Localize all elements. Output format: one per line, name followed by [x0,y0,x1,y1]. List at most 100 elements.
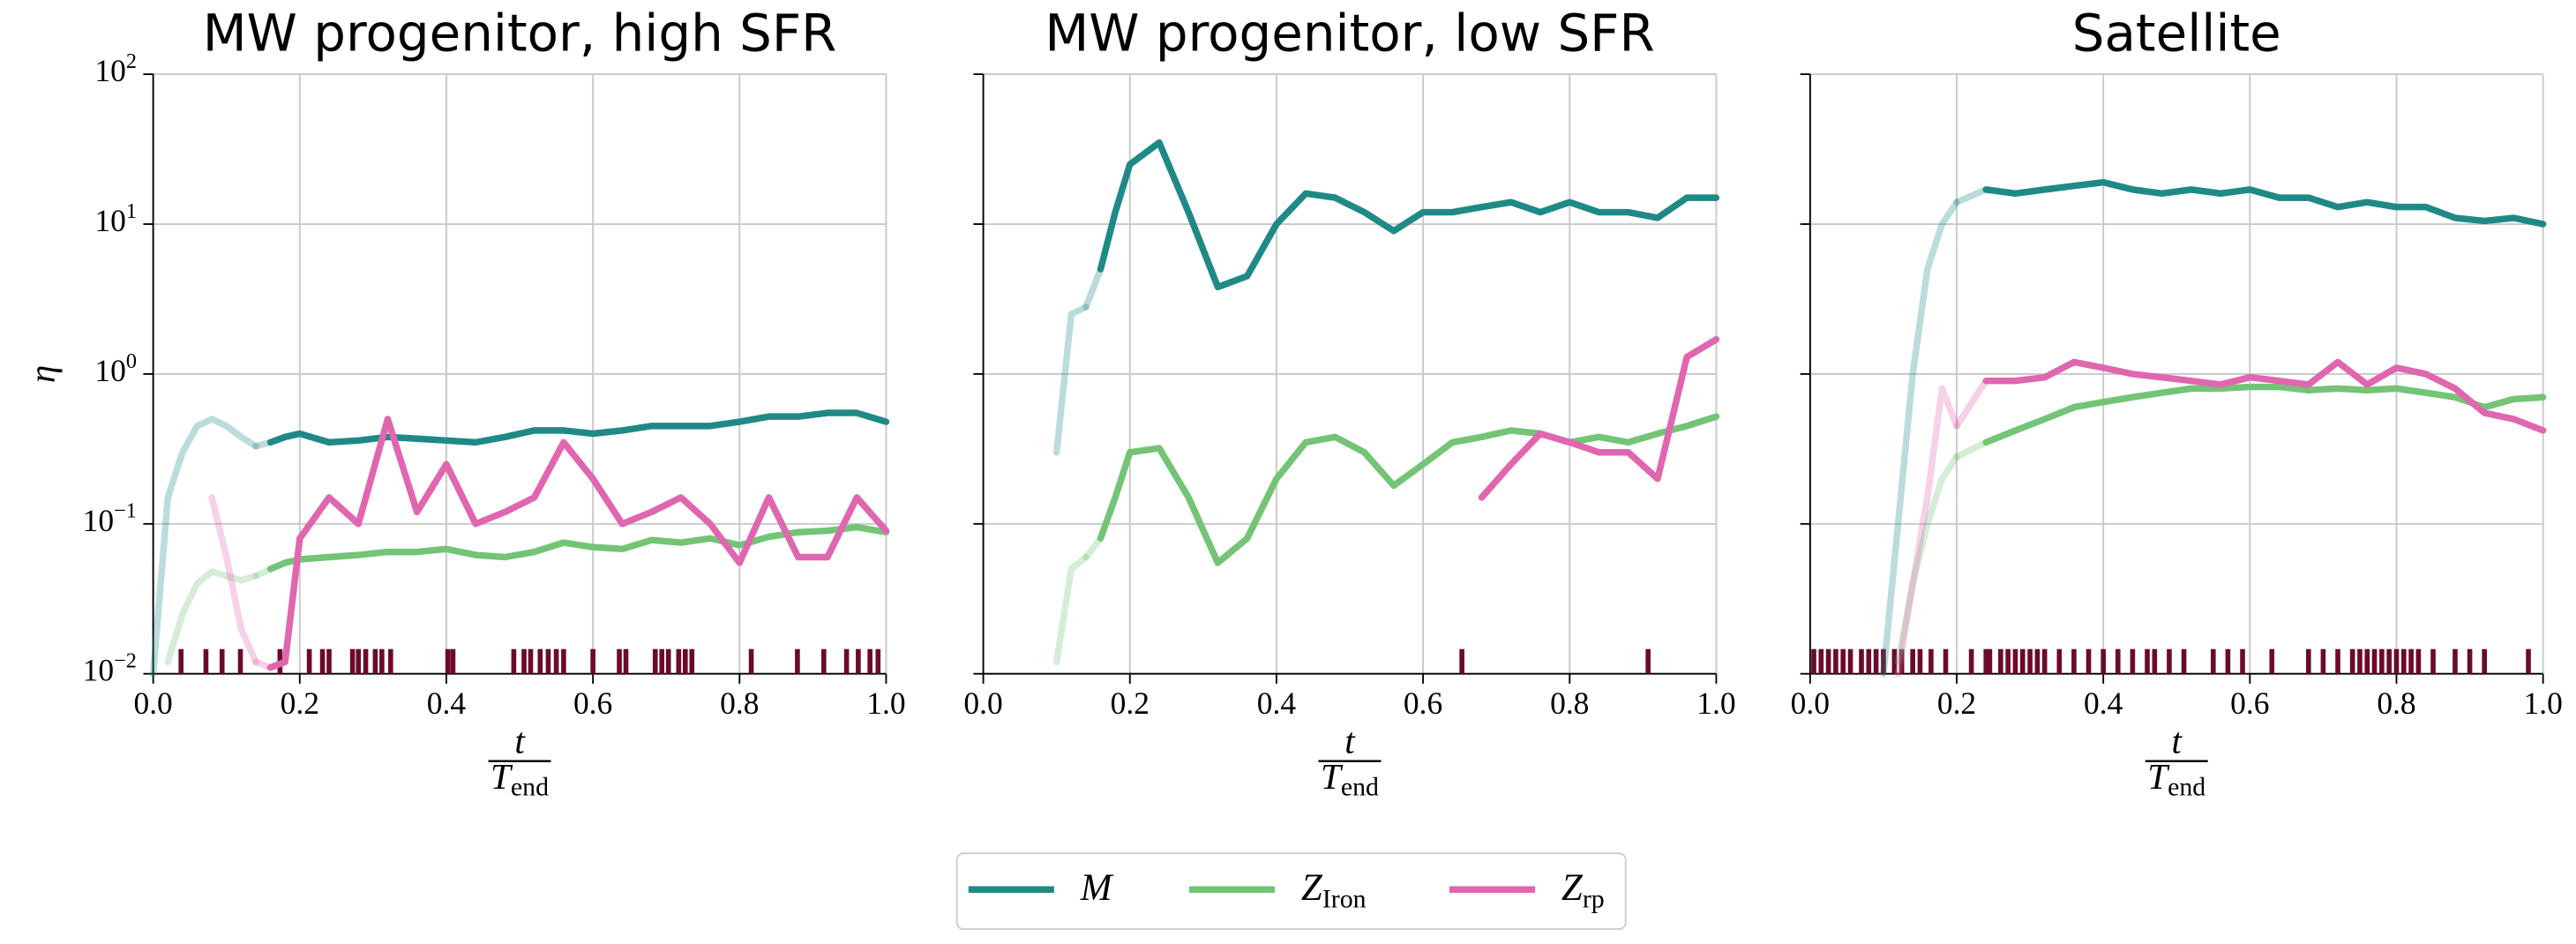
y-axis-label: η [22,365,63,383]
event-marker [2145,648,2150,674]
event-marker [1910,648,1915,674]
y-tick-label: 101 [94,199,137,239]
event-marker [2005,648,2011,674]
event-marker [1833,648,1838,674]
series-line [208,494,259,665]
legend-sub: rp [1583,884,1605,913]
y-tick-label: 100 [94,348,137,388]
x-label-den-sub: end [2168,772,2205,801]
event-marker [821,648,827,674]
series-line [1894,453,1960,665]
event-marker [590,648,595,674]
x-label-den-base: T [1321,756,1344,797]
event-marker [545,648,551,674]
legend-name: Z [1301,867,1323,909]
event-marker [2086,648,2092,674]
event-marker [1811,648,1816,674]
x-tick-label: 0.6 [1404,686,1442,721]
event-marker [178,648,184,674]
event-marker [2349,648,2355,674]
panel-title: MW progenitor, high SFR [203,3,837,63]
event-marker [623,648,629,674]
series-line [1097,413,1720,566]
event-marker [237,648,243,674]
y-tick-label: 10−1 [83,498,137,538]
legend-name: M [1080,867,1114,909]
event-marker [356,648,362,674]
series-line [266,523,890,573]
y-tick-base: 10 [94,353,125,388]
panel: MW progenitor, low SFR 0.0 0.2 0.4 0.6 0.8 1.0… [963,3,1735,801]
event-marker [875,648,881,674]
event-marker [379,648,385,674]
y-tick-exponent: 2 [126,49,137,73]
event-marker [2393,648,2400,674]
event-marker [306,648,312,674]
event-marker [665,648,671,674]
event-marker [1928,648,1934,674]
event-marker [2305,648,2311,674]
x-label-numerator: t [514,720,526,760]
x-tick-label: 0.6 [2230,686,2269,721]
event-marker [1881,648,1886,674]
series-line [266,416,890,671]
event-marker [319,648,326,674]
series-line [1894,385,1960,678]
event-marker [2012,648,2018,674]
event-marker [1847,648,1853,674]
x-tick-label: 0.0 [133,686,172,721]
legend-label: ZIron [1301,867,1367,913]
event-marker [1859,648,1864,674]
event-marker [1983,648,1989,674]
x-tick-label: 0.2 [1111,686,1149,721]
panel-title: MW progenitor, low SFR [1045,3,1654,63]
event-marker [511,648,517,674]
event-marker [867,648,872,674]
event-marker [2415,648,2422,674]
series-line [1052,303,1090,456]
event-marker [2467,648,2473,674]
event-marker [445,648,451,674]
x-tick-label: 0.4 [2084,686,2123,721]
event-marker [2034,648,2041,674]
series-line [149,416,259,678]
event-marker [2210,648,2216,674]
y-tick-exponent: −2 [114,648,137,672]
x-tick-label: 1.0 [866,686,905,721]
event-marker [1818,648,1824,674]
y-tick-exponent: −1 [114,498,137,522]
event-marker [2041,648,2048,674]
event-marker [528,648,534,674]
x-label-numerator: t [2172,720,2183,760]
event-marker [2225,648,2231,674]
event-marker [1840,648,1846,674]
event-marker [617,648,622,674]
series-line [1052,553,1090,665]
series-connector [1953,377,1989,430]
x-label-den-sub: end [511,772,549,801]
legend-name: Z [1561,867,1584,909]
event-marker [843,648,850,674]
x-label-denominator: Tend [490,756,549,801]
event-marker [1898,648,1905,674]
event-marker [2071,648,2077,674]
event-marker [1968,648,1974,674]
event-marker [2408,648,2414,674]
event-marker [2320,648,2326,674]
event-marker [795,648,800,674]
event-marker [2482,648,2487,674]
x-tick-label: 0.6 [573,686,612,721]
event-marker [2269,648,2275,674]
event-marker [561,648,566,674]
event-marker [2371,648,2378,674]
event-marker [1459,648,1464,674]
event-marker [1866,648,1872,674]
event-marker [2335,648,2340,674]
series-line [1982,178,2547,228]
event-marker [537,648,543,674]
legend-label: M [1080,867,1114,909]
event-marker [856,648,861,674]
x-tick-label: 0.2 [281,686,319,721]
